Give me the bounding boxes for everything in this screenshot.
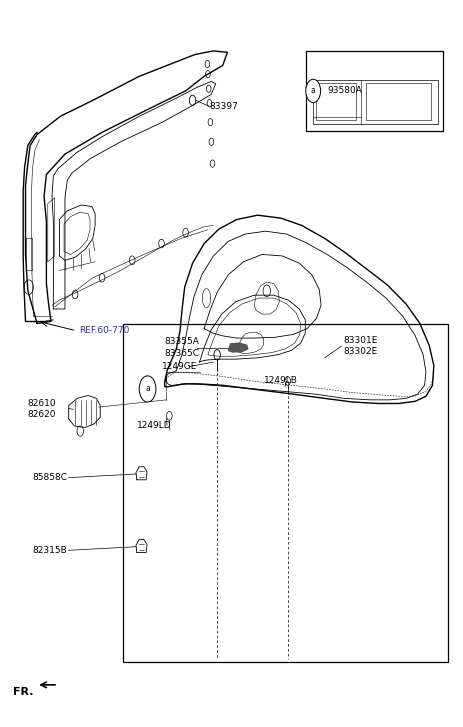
Polygon shape [228, 343, 247, 352]
Text: a: a [310, 87, 315, 95]
Text: 82315B: 82315B [32, 546, 67, 555]
Bar [123, 324, 447, 662]
Text: REF.60-770: REF.60-770 [79, 326, 129, 335]
Text: 93580A: 93580A [326, 87, 361, 95]
Bar [315, 83, 355, 120]
Text: 83397: 83397 [209, 102, 238, 111]
Text: a: a [145, 385, 150, 393]
Text: 82620: 82620 [28, 410, 56, 419]
Text: 85858C: 85858C [32, 473, 67, 482]
Bar [365, 83, 430, 120]
Text: 83301E: 83301E [343, 336, 377, 345]
Text: 83365C: 83365C [164, 349, 199, 358]
Text: 1249GE: 1249GE [161, 362, 196, 371]
Text: 1249LB: 1249LB [263, 377, 297, 385]
Circle shape [139, 376, 156, 402]
Text: 83355A: 83355A [164, 337, 199, 346]
Text: FR.: FR. [13, 687, 33, 697]
Bar [313, 79, 438, 124]
Circle shape [305, 79, 320, 103]
Bar [306, 51, 442, 131]
Text: 82610: 82610 [28, 399, 56, 408]
Text: 83302E: 83302E [343, 348, 377, 356]
Text: 1249LD: 1249LD [137, 421, 171, 430]
